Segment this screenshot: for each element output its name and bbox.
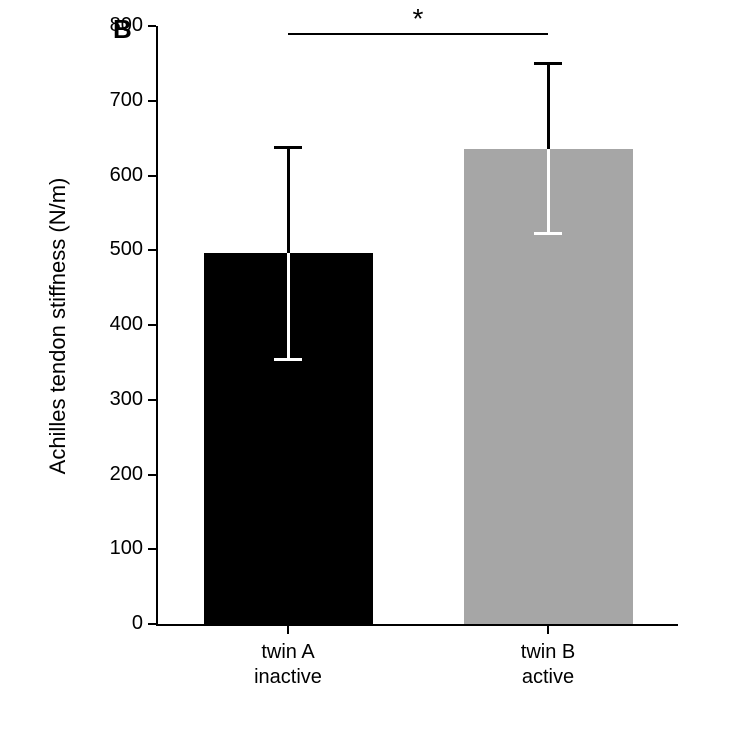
y-axis-label: Achilles tendon stiffness (N/m) xyxy=(45,176,71,476)
x-axis xyxy=(156,624,678,626)
x-tick xyxy=(547,626,549,634)
y-tick xyxy=(148,249,156,251)
y-tick-label: 100 xyxy=(83,537,143,560)
y-tick-label: 400 xyxy=(83,313,143,336)
y-tick-label: 800 xyxy=(83,14,143,37)
error-cap xyxy=(534,62,562,65)
y-tick xyxy=(148,399,156,401)
y-tick xyxy=(148,474,156,476)
x-category-label: twin Ainactive xyxy=(158,640,418,690)
error-cap xyxy=(274,146,302,149)
y-tick xyxy=(148,324,156,326)
bar-chart: B Achilles tendon stiffness (N/m) 010020… xyxy=(0,0,730,730)
error-bar xyxy=(287,147,290,253)
y-tick-label: 300 xyxy=(83,388,143,411)
x-tick xyxy=(287,626,289,634)
significance-star: * xyxy=(398,3,438,35)
y-axis xyxy=(156,26,158,624)
y-tick xyxy=(148,100,156,102)
y-tick xyxy=(148,548,156,550)
y-tick xyxy=(148,175,156,177)
x-category-label: twin Bactive xyxy=(418,640,678,690)
y-tick-label: 0 xyxy=(83,612,143,635)
y-tick-label: 200 xyxy=(83,463,143,486)
y-tick-label: 500 xyxy=(83,238,143,261)
error-cap xyxy=(534,232,562,235)
error-bar xyxy=(547,63,550,148)
y-tick xyxy=(148,623,156,625)
error-cap xyxy=(274,358,302,361)
y-tick xyxy=(148,25,156,27)
y-tick-label: 700 xyxy=(83,89,143,112)
y-tick-label: 600 xyxy=(83,164,143,187)
